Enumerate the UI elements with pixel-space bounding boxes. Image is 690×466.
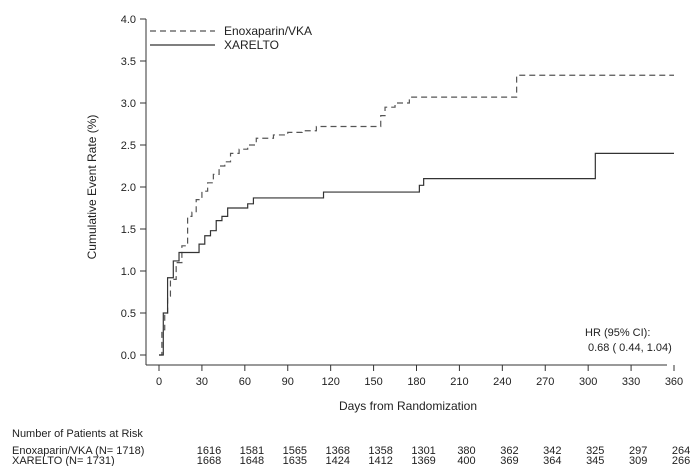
x-tick-label: 150 xyxy=(364,376,382,388)
x-tick-label: 210 xyxy=(450,376,468,388)
risk-value-cell: 1616 xyxy=(197,445,221,457)
x-axis: 0 30 60 90 120 150 180 210 240 270 300 330 360 xyxy=(146,364,683,388)
y-tick-label: 1.0 xyxy=(121,266,136,278)
x-tick-label: 360 xyxy=(665,376,683,388)
x-axis-label: Days from Randomization xyxy=(339,399,477,413)
x-tick-label: 270 xyxy=(536,376,554,388)
risk-value-cell: 1635 xyxy=(283,455,307,466)
risk-value-cell: 1368 xyxy=(326,445,350,457)
x-tick-label: 120 xyxy=(321,376,339,388)
risk-value-cell: 1565 xyxy=(283,445,307,457)
risk-value-cell: 342 xyxy=(543,445,561,457)
y-tick-label: 4.0 xyxy=(121,14,136,26)
risk-value-cell: 1412 xyxy=(368,455,392,466)
risk-table-title: Number of Patients at Risk xyxy=(12,428,143,440)
hr-annotation-label: HR (95% CI): xyxy=(585,327,650,339)
risk-value-cell: 400 xyxy=(457,455,475,466)
x-tick-label: 240 xyxy=(493,376,511,388)
hr-annotation-value: 0.68 ( 0.44, 1.04) xyxy=(588,342,672,354)
y-tick-label: 1.5 xyxy=(121,224,136,236)
y-tick-label: 0.0 xyxy=(121,350,136,362)
x-tick-label: 330 xyxy=(622,376,640,388)
risk-value-cell: 1369 xyxy=(411,455,435,466)
legend-label-xarelto: XARELTO xyxy=(224,38,279,52)
risk-value-cell: 345 xyxy=(586,455,604,466)
x-tick-label: 180 xyxy=(407,376,425,388)
risk-value-cell: 266 xyxy=(672,455,690,466)
x-tick-label: 60 xyxy=(239,376,251,388)
legend: Enoxaparin/VKA XARELTO xyxy=(150,24,312,52)
risk-value-cell: 1301 xyxy=(411,445,435,457)
risk-value-cell: 369 xyxy=(500,455,518,466)
risk-value-cell: 297 xyxy=(629,445,647,457)
y-axis-label: Cumulative Event Rate (%) xyxy=(85,115,99,260)
risk-value-cell: 1358 xyxy=(368,445,392,457)
series-layer xyxy=(159,74,674,356)
x-tick-label: 0 xyxy=(156,376,162,388)
risk-values: 1616 1581 1565 1368 1358 1301 380 362 342 325 297 2… xyxy=(197,445,690,466)
x-tick-label: 30 xyxy=(196,376,208,388)
series-line-enoxaparin-vka xyxy=(159,74,674,356)
risk-value-cell: 309 xyxy=(629,455,647,466)
y-tick-label: 3.0 xyxy=(121,98,136,110)
risk-value-cell: 1648 xyxy=(240,455,264,466)
y-tick-label: 3.5 xyxy=(121,56,136,68)
risk-value-cell: 264 xyxy=(672,445,690,457)
x-tick-label: 90 xyxy=(282,376,294,388)
y-tick-label: 2.5 xyxy=(121,140,136,152)
series-line-xarelto xyxy=(159,152,674,356)
risk-value-cell: 1668 xyxy=(197,455,221,466)
risk-value-cell: 362 xyxy=(500,445,518,457)
risk-row-label-enoxaparin: Enoxaparin/VKA (N= 1718) xyxy=(12,445,144,457)
x-tick-label: 300 xyxy=(579,376,597,388)
y-axis: 0.0 0.5 1.0 1.5 2.0 2.5 3.0 3.5 4.0 xyxy=(121,14,147,365)
risk-row-label-xarelto: XARELTO (N= 1731) xyxy=(12,455,115,466)
risk-value-cell: 380 xyxy=(457,445,475,457)
risk-value-cell: 325 xyxy=(586,445,604,457)
y-tick-label: 2.0 xyxy=(121,182,136,194)
risk-value-cell: 364 xyxy=(543,455,561,466)
y-tick-label: 0.5 xyxy=(121,308,136,320)
risk-value-cell: 1424 xyxy=(326,455,350,466)
risk-value-cell: 1581 xyxy=(240,445,264,457)
legend-label-enoxaparin: Enoxaparin/VKA xyxy=(224,24,312,38)
